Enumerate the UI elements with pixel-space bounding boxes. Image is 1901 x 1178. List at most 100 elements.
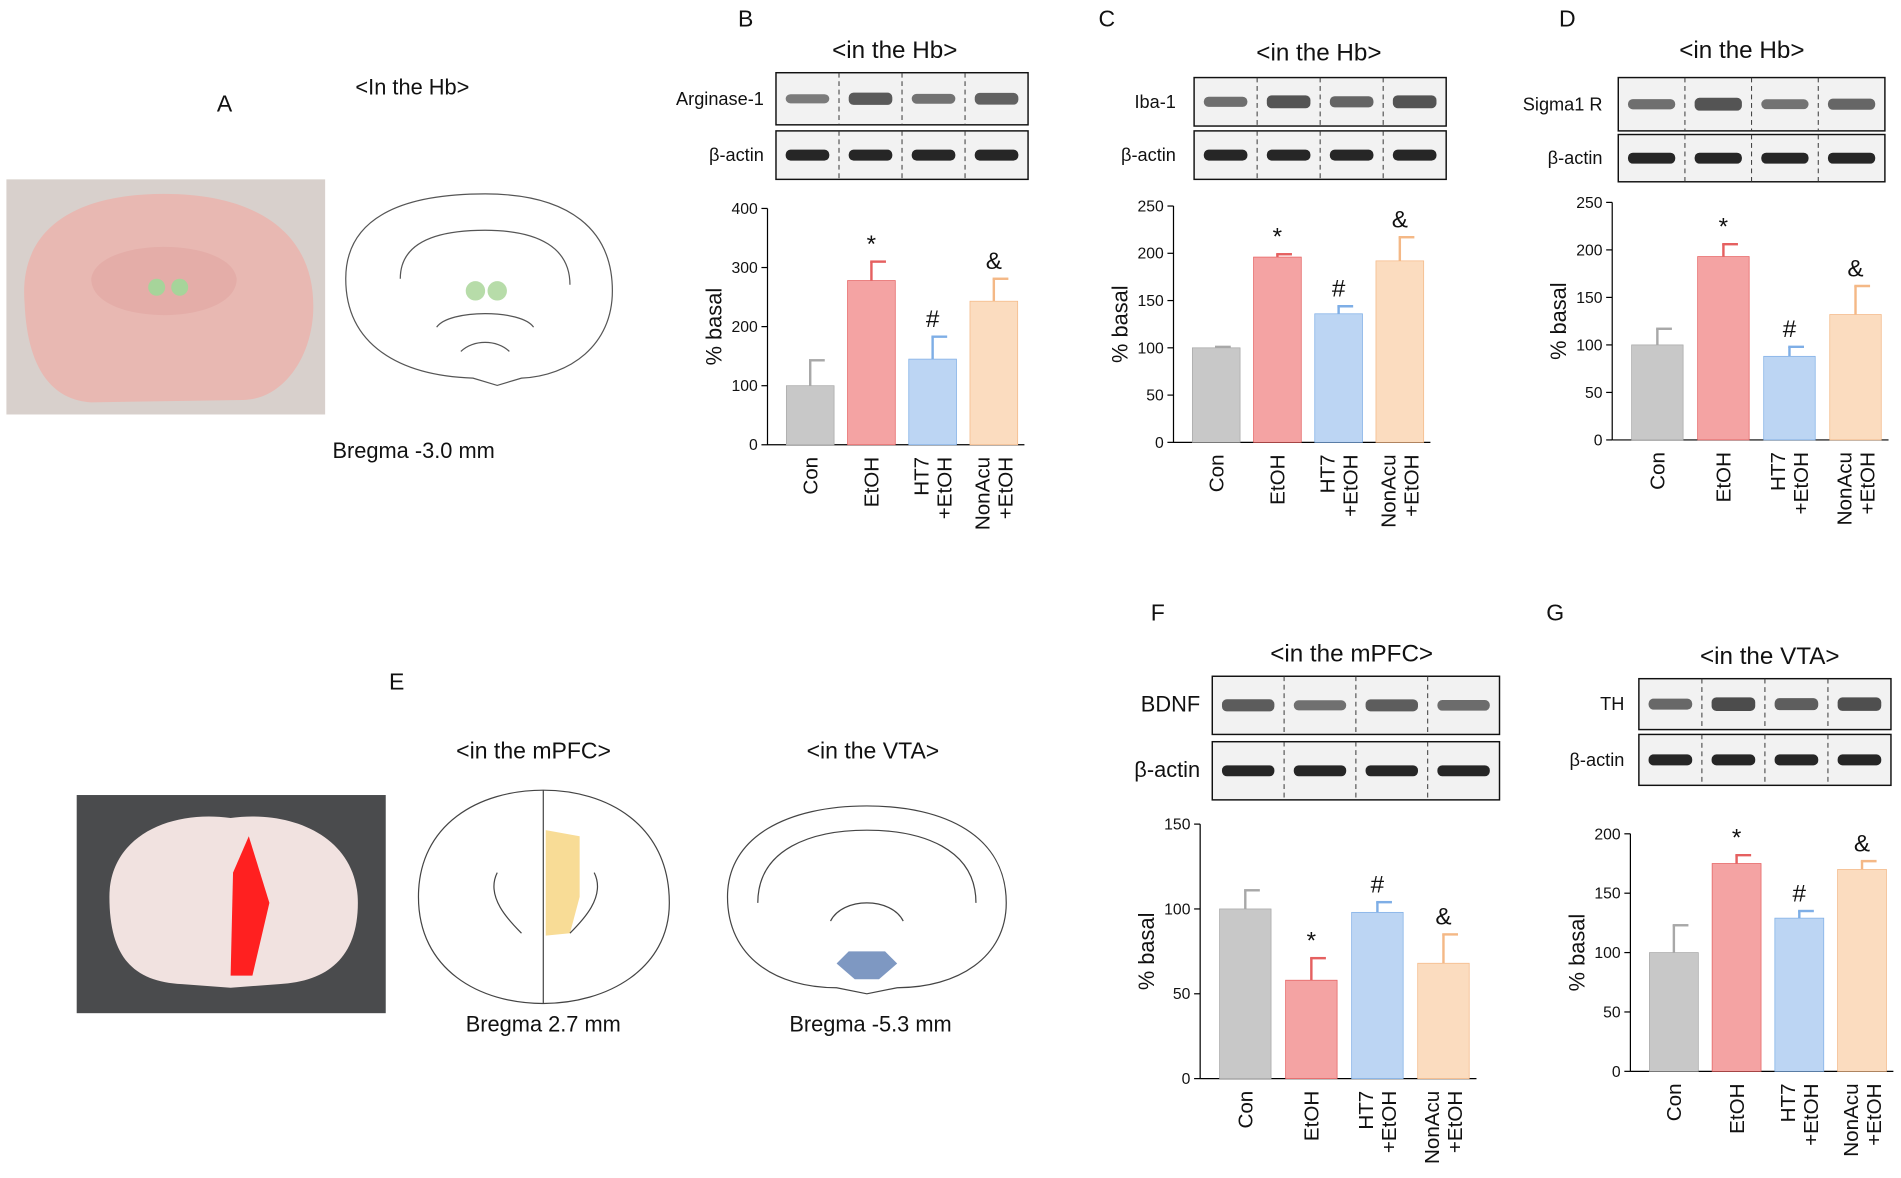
bregma-label: Bregma -5.3 mm — [789, 1011, 951, 1036]
panel-letter: B — [738, 6, 753, 32]
significance-mark: # — [1371, 871, 1385, 898]
y-tick-label: 200 — [732, 319, 759, 336]
significance-mark: & — [1847, 255, 1863, 282]
y-tick-label: 400 — [732, 201, 759, 218]
brain-photo — [6, 179, 326, 415]
chart-title: <in the VTA> — [1700, 643, 1840, 670]
y-tick-label: 100 — [1576, 337, 1603, 354]
bar — [969, 300, 1019, 446]
x-tick-label: Con — [799, 457, 822, 495]
y-tick-label: 0 — [749, 437, 758, 454]
y-tick-label: 50 — [1585, 385, 1603, 402]
blot-band — [1365, 699, 1419, 712]
blot-band — [1711, 754, 1756, 766]
blot-band — [1711, 697, 1756, 711]
blot-label: β-actin — [1134, 757, 1200, 782]
brain-photo — [76, 795, 386, 1014]
significance-mark: # — [1783, 316, 1797, 343]
x-tick-label: Con — [1647, 452, 1670, 490]
blot-band — [1648, 754, 1693, 766]
region-title: <in the VTA> — [807, 738, 940, 764]
x-tick-label: EtOH — [1713, 452, 1736, 502]
blot-band — [1627, 152, 1676, 164]
bar — [1375, 260, 1425, 443]
x-tick-label: Con — [1235, 1091, 1258, 1129]
blot-band — [1437, 765, 1490, 777]
y-tick-label: 100 — [1164, 901, 1191, 918]
blot-label: β-actin — [709, 145, 764, 165]
blot-band — [911, 93, 956, 104]
y-axis-label: % basal — [1134, 913, 1159, 991]
y-tick-label: 0 — [1182, 1071, 1191, 1088]
bar — [1285, 979, 1338, 1079]
y-tick-label: 100 — [1138, 340, 1165, 357]
blot-band — [1827, 98, 1876, 110]
blot-band — [1392, 149, 1437, 161]
y-axis-label: % basal — [1564, 914, 1589, 992]
blot-band — [1266, 149, 1311, 161]
x-tick-label: EtOH — [1267, 454, 1290, 504]
blot-band — [1694, 152, 1742, 164]
bar — [908, 358, 957, 446]
panel-letter: D — [1559, 6, 1576, 32]
y-tick-label: 0 — [1594, 432, 1603, 449]
panel-letter: G — [1546, 600, 1564, 626]
blot-label: β-actin — [1121, 145, 1176, 165]
x-tick-label: HT7 +EtOH — [1777, 1083, 1823, 1151]
chart-title: <in the Hb> — [832, 37, 957, 64]
x-tick-label: Con — [1205, 454, 1228, 492]
y-tick-label: 150 — [1138, 293, 1165, 310]
x-tick-label: NonAcu +EtOH — [972, 457, 1018, 530]
y-axis-label: % basal — [1546, 282, 1571, 360]
blot-band — [974, 92, 1019, 105]
blot-band — [1761, 152, 1809, 164]
y-tick-label: 200 — [1576, 242, 1603, 259]
bar — [1763, 355, 1816, 441]
y-tick-label: 150 — [1576, 290, 1603, 307]
bar — [1697, 256, 1750, 441]
panel-letter: F — [1151, 600, 1165, 626]
blot-label: Iba-1 — [1135, 92, 1176, 112]
blot-band — [974, 149, 1019, 161]
blot-band — [1221, 765, 1275, 777]
bar — [1417, 962, 1470, 1079]
y-tick-label: 50 — [1173, 986, 1191, 1003]
bar — [1253, 256, 1302, 443]
blot-band — [911, 149, 956, 161]
blot-label: β-actin — [1569, 750, 1624, 770]
blot-band — [1293, 700, 1347, 711]
significance-mark: * — [1273, 224, 1283, 251]
y-tick-label: 0 — [1612, 1064, 1621, 1081]
blot-band — [1774, 754, 1819, 766]
bar — [1631, 344, 1684, 441]
blot-band — [1293, 765, 1347, 777]
x-tick-label: NonAcu +EtOH — [1421, 1091, 1467, 1164]
significance-mark: * — [1732, 824, 1742, 851]
significance-mark: * — [1307, 927, 1317, 954]
blot-band — [1827, 152, 1876, 164]
x-tick-label: EtOH — [1301, 1091, 1324, 1141]
blot-band — [1761, 99, 1809, 110]
blot-band — [785, 94, 830, 104]
y-tick-label: 100 — [732, 378, 759, 395]
bar — [1711, 863, 1762, 1072]
x-tick-label: EtOH — [861, 457, 884, 507]
blot-band — [848, 149, 893, 161]
blot-band — [1365, 765, 1419, 777]
blot-band — [1627, 99, 1676, 110]
y-tick-label: 250 — [1138, 198, 1165, 215]
blot-band — [1221, 699, 1275, 712]
blot-band — [1392, 95, 1437, 109]
significance-mark: & — [1392, 207, 1408, 234]
y-tick-label: 100 — [1594, 945, 1621, 962]
blot-label: Sigma1 R — [1523, 94, 1603, 114]
y-tick-label: 300 — [732, 260, 759, 277]
y-axis-label: % basal — [701, 288, 726, 366]
blot-band — [1203, 149, 1248, 161]
region-title: <In the Hb> — [355, 75, 469, 100]
significance-mark: # — [1332, 276, 1346, 303]
panel-letter: A — [217, 90, 233, 116]
blot-band — [848, 92, 893, 105]
x-tick-label: Con — [1663, 1083, 1686, 1121]
chart-title: <in the Hb> — [1679, 37, 1804, 64]
